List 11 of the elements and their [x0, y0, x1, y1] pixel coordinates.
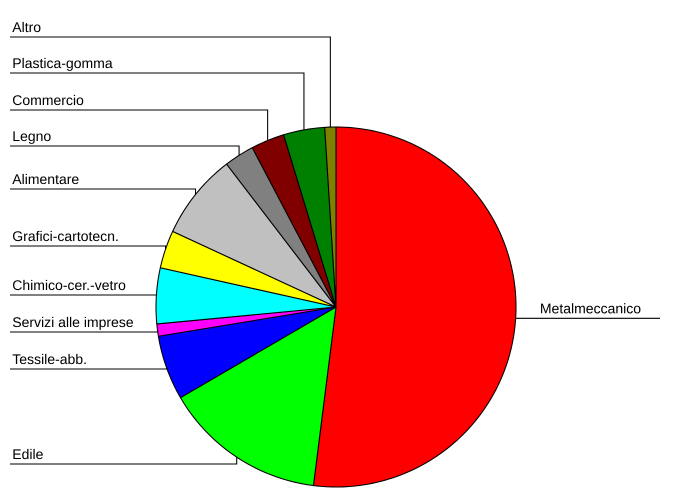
slice-label: Chimico-cer.-vetro	[12, 280, 126, 290]
slice-label: Edile	[13, 448, 43, 460]
slice-label: Tessile-abb.	[12, 354, 86, 364]
slice-label: Legno	[13, 131, 51, 144]
slice-label: Alimentare	[12, 174, 79, 184]
slice-label: Grafici-cartotecn.	[12, 230, 118, 242]
slice-label: Commercio	[12, 94, 84, 106]
slice-label: Altro	[12, 22, 40, 32]
slice-label: Metalmeccanico	[541, 303, 640, 314]
slice-label: Plastica-gomma	[13, 58, 113, 71]
slice-label: Servizi alle imprese	[12, 316, 133, 330]
